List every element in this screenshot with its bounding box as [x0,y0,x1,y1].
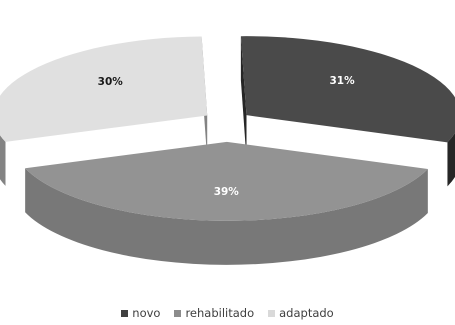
slice-top-adaptado [0,36,208,142]
slice-side-novo [447,132,455,187]
legend-label-rehabilitado: rehabilitado [185,306,255,320]
slice-label-novo: 31% [330,75,356,87]
pie-chart: 31% 39% 30% [0,36,455,265]
pie-chart-svg: 31% 39% 30% [0,36,455,265]
slice-top-novo [240,36,455,143]
slice-cut-novo-0 [240,36,247,160]
legend-item-adaptado: adaptado [268,306,334,320]
legend-label-novo: novo [132,306,161,320]
slice-label-adaptado: 30% [98,76,124,88]
slice-top-rehabilitado [25,141,428,221]
legend-item-rehabilitado: rehabilitado [174,306,254,320]
legend-swatch-rehabilitado [174,309,182,317]
slice-side-rehabilitado [25,168,428,265]
legend-label-adaptado: adaptado [279,306,334,320]
legend: novo rehabilitado adaptado [0,306,455,320]
legend-swatch-adaptado [268,309,276,317]
slice-side-adaptado [0,135,6,186]
legend-swatch-novo [121,309,129,317]
legend-item-novo: novo [121,306,160,320]
slice-label-rehabilitado: 39% [214,186,240,198]
